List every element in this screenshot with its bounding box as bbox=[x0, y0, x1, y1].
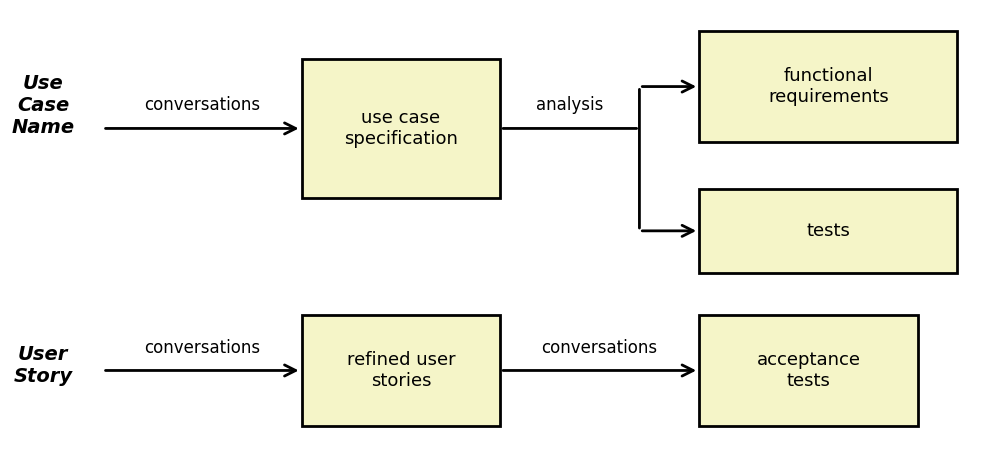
Text: functional
requirements: functional requirements bbox=[768, 67, 889, 106]
Text: User
Story: User Story bbox=[14, 345, 73, 386]
FancyBboxPatch shape bbox=[699, 189, 957, 273]
Text: conversations: conversations bbox=[542, 339, 658, 357]
FancyBboxPatch shape bbox=[699, 31, 957, 142]
Text: tests: tests bbox=[806, 222, 850, 240]
Text: analysis: analysis bbox=[536, 97, 604, 114]
Text: acceptance
tests: acceptance tests bbox=[756, 351, 860, 390]
Text: Use
Case
Name: Use Case Name bbox=[12, 73, 75, 137]
FancyBboxPatch shape bbox=[302, 58, 500, 198]
Text: refined user
stories: refined user stories bbox=[347, 351, 455, 390]
Text: conversations: conversations bbox=[144, 97, 260, 114]
Text: conversations: conversations bbox=[144, 339, 260, 357]
Text: use case
specification: use case specification bbox=[344, 109, 458, 148]
FancyBboxPatch shape bbox=[699, 315, 918, 426]
FancyBboxPatch shape bbox=[302, 315, 500, 426]
